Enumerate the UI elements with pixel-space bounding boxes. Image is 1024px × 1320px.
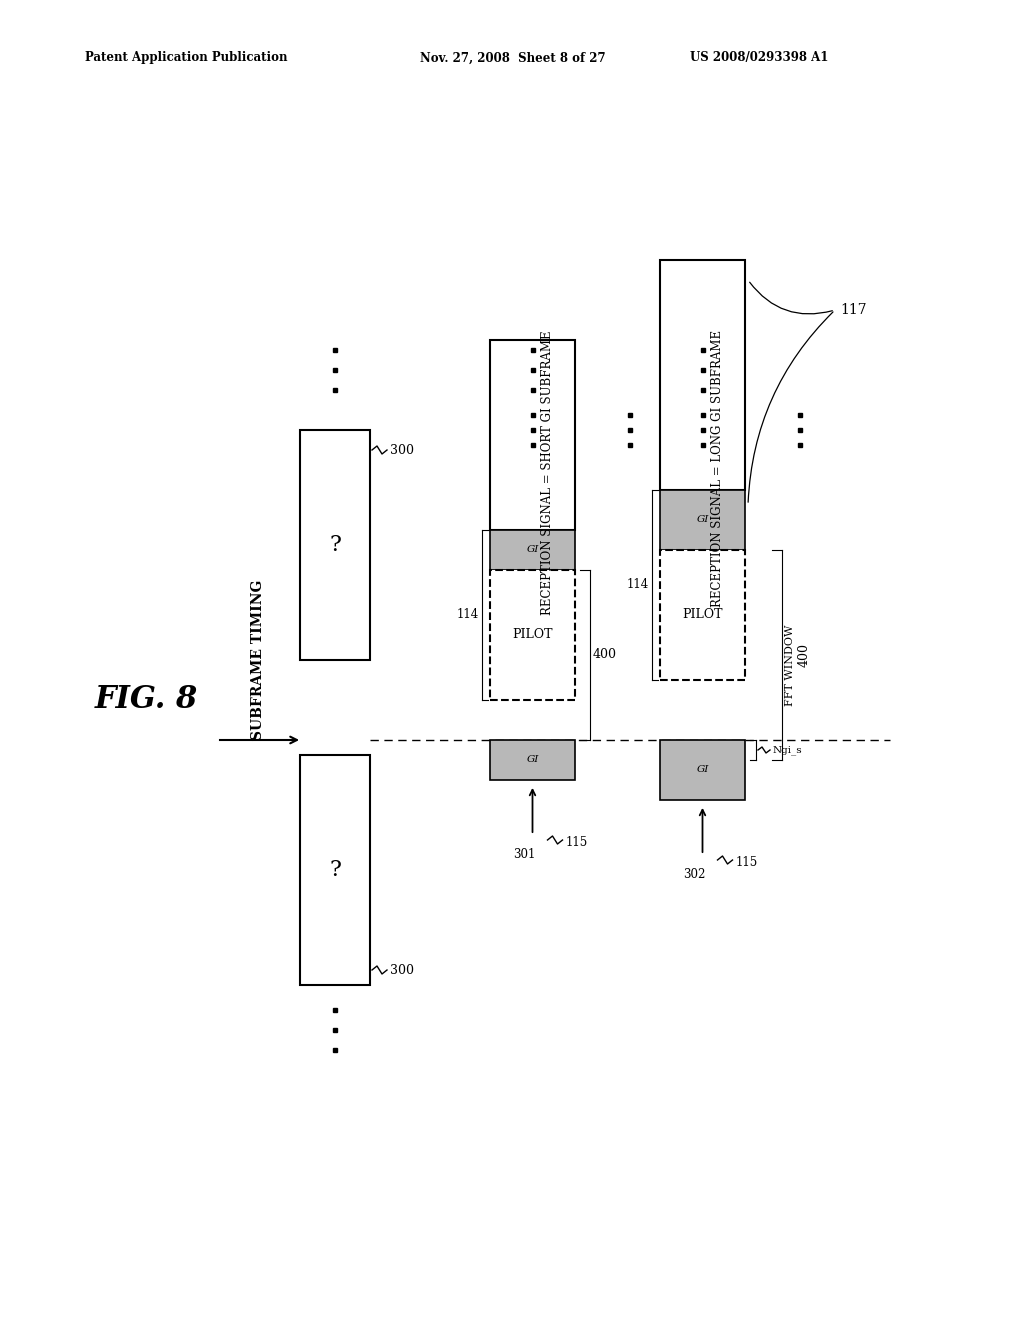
Text: 400: 400 — [593, 648, 617, 661]
Bar — [660, 550, 745, 680]
Bar — [300, 430, 370, 660]
Text: 302: 302 — [683, 869, 706, 882]
Text: RECEPTION SIGNAL = SHORT GI SUBFRAME: RECEPTION SIGNAL = SHORT GI SUBFRAME — [541, 330, 554, 615]
Bar — [660, 490, 745, 550]
Text: FIG. 8: FIG. 8 — [95, 685, 199, 715]
Text: Patent Application Publication: Patent Application Publication — [85, 51, 288, 65]
Text: 301: 301 — [513, 849, 536, 862]
Text: GI: GI — [526, 755, 539, 764]
Text: PILOT: PILOT — [512, 628, 553, 642]
Text: 115: 115 — [735, 857, 758, 870]
Bar — [300, 755, 370, 985]
Text: SUBFRAME TIMING: SUBFRAME TIMING — [251, 579, 265, 741]
Text: US 2008/0293398 A1: US 2008/0293398 A1 — [690, 51, 828, 65]
Bar — [490, 570, 575, 700]
Text: GI: GI — [526, 545, 539, 554]
Bar — [490, 341, 575, 531]
Text: 114: 114 — [627, 578, 649, 591]
Text: RECEPTION SIGNAL = LONG GI SUBFRAME: RECEPTION SIGNAL = LONG GI SUBFRAME — [711, 330, 724, 607]
Text: Nov. 27, 2008  Sheet 8 of 27: Nov. 27, 2008 Sheet 8 of 27 — [420, 51, 605, 65]
Text: 400: 400 — [798, 643, 811, 667]
Text: 300: 300 — [390, 964, 414, 977]
Text: 300: 300 — [390, 444, 414, 457]
Text: ?: ? — [329, 859, 341, 880]
Bar — [660, 260, 745, 490]
Text: 115: 115 — [565, 837, 588, 850]
Text: Ngi_s: Ngi_s — [773, 746, 803, 755]
Text: GI: GI — [696, 766, 709, 775]
Text: GI: GI — [696, 516, 709, 524]
Text: 117: 117 — [840, 304, 866, 317]
Bar — [490, 531, 575, 570]
Text: FFT WINDOW: FFT WINDOW — [785, 624, 795, 706]
Bar — [490, 741, 575, 780]
Text: ?: ? — [329, 535, 341, 556]
Text: 114: 114 — [457, 609, 479, 622]
Bar — [660, 741, 745, 800]
Text: PILOT: PILOT — [682, 609, 723, 622]
